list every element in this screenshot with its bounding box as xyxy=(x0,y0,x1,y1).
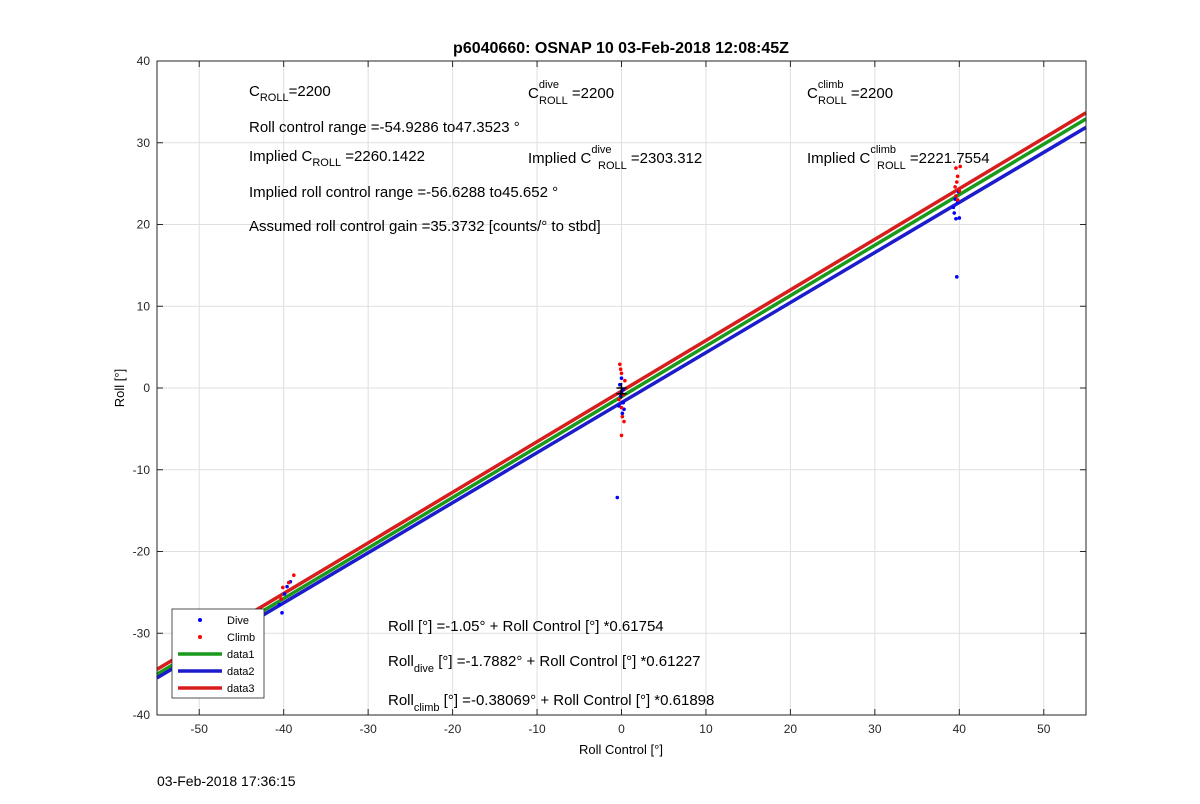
chart-title: p6040660: OSNAP 10 03-Feb-2018 12:08:45Z xyxy=(453,40,789,57)
x-tick-label: -30 xyxy=(359,722,377,736)
point-climb xyxy=(620,414,625,419)
point-climb xyxy=(623,378,627,383)
x-tick-label: -10 xyxy=(528,722,546,736)
legend-dive-label: Dive xyxy=(227,615,249,627)
y-axis-label: Roll [°] xyxy=(112,369,127,407)
point-climb xyxy=(955,174,960,179)
c-roll-dive-label: Cdive ROLL =2200 xyxy=(528,79,614,107)
legend-dive-marker xyxy=(198,618,202,622)
point-dive xyxy=(952,211,957,215)
y-ticks: -40 -30 -20 -10 0 10 20 30 40 xyxy=(133,54,1086,722)
fit-equation-climb: Rollclimb [°] =-0.38069° + Roll Control … xyxy=(388,692,714,714)
roll-control-range: Roll control range =-54.9286 to47.3523 ° xyxy=(249,119,520,136)
point-climb xyxy=(953,185,957,189)
point-dive xyxy=(285,584,289,589)
y-tick-label: 10 xyxy=(137,299,151,313)
y-tick-label: -20 xyxy=(133,545,151,559)
point-dive xyxy=(280,611,284,615)
y-tick-label: 30 xyxy=(137,136,151,150)
point-climb xyxy=(619,405,624,410)
fit-equation-all: Roll [°] =-1.05° + Roll Control [°] *0.6… xyxy=(388,618,664,635)
c-roll-label: CROLL=2200 xyxy=(249,83,331,104)
point-dive xyxy=(957,216,962,220)
point-climb xyxy=(619,433,624,438)
legend-climb-label: Climb xyxy=(227,632,255,644)
point-climb xyxy=(955,198,960,202)
x-tick-label: 10 xyxy=(699,722,713,736)
implied-c-roll-dive: Implied Cdive ROLL =2303.312 xyxy=(528,144,702,172)
point-dive xyxy=(282,592,287,596)
point-dive xyxy=(954,216,958,221)
y-tick-label: -40 xyxy=(133,708,151,722)
roll-control-gain: Assumed roll control gain =35.3732 [coun… xyxy=(249,218,601,235)
crosshair-mark xyxy=(616,388,627,399)
y-tick-label: -30 xyxy=(133,626,151,640)
point-climb xyxy=(954,180,959,184)
x-tick-label: 0 xyxy=(618,722,625,736)
point-climb xyxy=(954,194,958,198)
x-tick-label: -40 xyxy=(275,722,293,736)
x-tick-label: -50 xyxy=(191,722,209,736)
fit-equation-dive: Rolldive [°] =-1.7882° + Roll Control [°… xyxy=(388,653,701,675)
point-climb xyxy=(279,597,283,601)
point-climb xyxy=(617,397,621,402)
legend: Dive Climb data1 data2 data3 xyxy=(171,608,265,699)
x-tick-label: 50 xyxy=(1037,722,1051,736)
point-climb xyxy=(957,189,962,193)
point-dive xyxy=(620,411,625,416)
x-tick-label: -20 xyxy=(444,722,462,736)
y-tick-label: -10 xyxy=(133,463,151,477)
data-points xyxy=(195,164,962,640)
legend-data2-label: data2 xyxy=(227,666,255,678)
y-tick-label: 0 xyxy=(143,381,150,395)
point-climb xyxy=(292,573,296,578)
x-tick-label: 40 xyxy=(953,722,967,736)
point-dive xyxy=(954,275,959,279)
point-climb xyxy=(618,362,622,367)
x-tick-label: 20 xyxy=(784,722,798,736)
x-tick-label: 30 xyxy=(868,722,882,736)
point-dive xyxy=(619,376,624,380)
crosshair-marks xyxy=(616,383,627,399)
point-dive xyxy=(618,382,622,387)
point-climb xyxy=(286,580,291,585)
point-climb xyxy=(618,367,623,371)
point-dive xyxy=(277,602,282,607)
legend-climb-marker xyxy=(198,635,202,639)
x-ticks: -50 -40 -30 -20 -10 0 10 20 30 40 50 xyxy=(191,61,1051,736)
point-climb xyxy=(622,419,626,424)
implied-c-roll-climb: Implied Cclimb ROLL =2221.7554 xyxy=(807,144,990,172)
y-tick-label: 20 xyxy=(137,218,151,232)
point-climb xyxy=(958,164,962,169)
print-timestamp: 03-Feb-2018 17:36:15 xyxy=(157,773,296,789)
point-climb xyxy=(954,166,958,170)
point-dive xyxy=(621,400,625,405)
c-roll-climb-label: Cclimb ROLL =2200 xyxy=(807,79,893,107)
legend-data1-label: data1 xyxy=(227,649,255,661)
y-tick-label: 40 xyxy=(137,54,151,68)
implied-roll-range: Implied roll control range =-56.6288 to4… xyxy=(249,184,558,201)
point-dive xyxy=(951,205,956,210)
implied-c-roll: Implied CROLL =2260.1422 xyxy=(249,148,425,169)
legend-data3-label: data3 xyxy=(227,683,255,695)
point-climb xyxy=(281,585,285,590)
point-dive xyxy=(615,495,620,500)
point-climb xyxy=(619,371,624,376)
x-axis-label: Roll Control [°] xyxy=(579,742,663,757)
